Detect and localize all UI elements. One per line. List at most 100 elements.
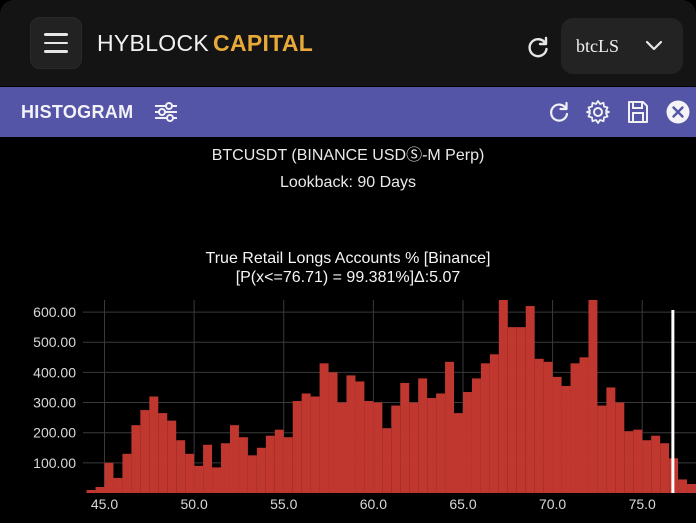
y-tick-label: 400.00 bbox=[33, 364, 76, 380]
histogram-bar bbox=[364, 401, 374, 493]
histogram-bar bbox=[507, 327, 517, 493]
histogram-chart: 100.00 200.00 300.00 400.00 500.00 600.00 45.… bbox=[33, 300, 696, 512]
histogram-bar bbox=[104, 462, 114, 493]
x-tick-label: 60.0 bbox=[360, 496, 387, 512]
y-tick-label: 200.00 bbox=[33, 425, 76, 441]
histogram-bar bbox=[355, 381, 365, 493]
histogram-bar bbox=[445, 361, 455, 493]
histogram-bar bbox=[319, 363, 329, 493]
histogram-bar bbox=[687, 483, 696, 493]
panel-title: HISTOGRAM bbox=[21, 102, 134, 122]
histogram-bar bbox=[86, 489, 96, 493]
brand-logo[interactable]: HYBLOCK CAPITAL bbox=[97, 30, 313, 57]
logo-text-capital: CAPITAL bbox=[213, 30, 314, 56]
histogram-bar bbox=[489, 354, 499, 493]
histogram-bar bbox=[122, 453, 132, 493]
histogram-bar bbox=[516, 327, 526, 493]
menu-line bbox=[44, 33, 68, 36]
histogram-bar bbox=[212, 467, 222, 493]
histogram-bar bbox=[561, 385, 571, 493]
histogram-bar bbox=[131, 425, 141, 493]
histogram-bar bbox=[570, 363, 580, 493]
lookback-label: Lookback: 90 Days bbox=[279, 174, 417, 191]
histogram-bar bbox=[337, 402, 347, 493]
hamburger-menu-button[interactable] bbox=[30, 17, 82, 69]
histogram-bar bbox=[651, 435, 661, 493]
histogram-bar bbox=[256, 447, 266, 493]
histogram-bar bbox=[409, 402, 419, 493]
histogram-bar bbox=[534, 358, 544, 493]
reload-chart-icon[interactable] bbox=[546, 99, 572, 125]
refresh-icon[interactable] bbox=[524, 33, 552, 61]
close-icon[interactable] bbox=[665, 99, 691, 125]
histogram-bar bbox=[229, 425, 239, 493]
histogram-bar bbox=[346, 375, 356, 493]
y-tick-label: 600.00 bbox=[33, 304, 76, 320]
chart-bars bbox=[86, 300, 696, 493]
histogram-bar bbox=[436, 393, 446, 493]
histogram-bar bbox=[292, 401, 302, 493]
histogram-bar bbox=[221, 443, 230, 493]
x-tick-label: 55.0 bbox=[270, 496, 297, 512]
histogram-bar bbox=[633, 429, 643, 493]
histogram-bar bbox=[480, 363, 490, 493]
histogram-bar bbox=[382, 428, 392, 493]
histogram-bar bbox=[158, 413, 168, 493]
histogram-bar bbox=[678, 479, 688, 493]
histogram-bar bbox=[615, 402, 625, 493]
histogram-bar bbox=[283, 437, 293, 493]
histogram-bar bbox=[301, 393, 311, 493]
menu-line bbox=[44, 41, 68, 45]
x-tick-label: 65.0 bbox=[449, 496, 476, 512]
menu-line bbox=[44, 50, 68, 53]
histogram-bar bbox=[113, 477, 123, 493]
sliders-icon[interactable] bbox=[153, 99, 179, 125]
chart-probability-line: [P(x<=76.71) = 99.381%]Δ:5.07 bbox=[235, 269, 461, 286]
x-axis-ticks: 45.0 50.0 55.0 60.0 65.0 70.0 75.0 bbox=[91, 496, 656, 512]
pair-label: BTCUSDT (BINANCE USDⓈ-M Perp) bbox=[211, 147, 485, 164]
histogram-panel-header: HISTOGRAM bbox=[0, 87, 696, 137]
chart-title: True Retail Longs Accounts % [Binance] bbox=[205, 250, 491, 267]
y-tick-label: 300.00 bbox=[33, 395, 76, 411]
histogram-bar bbox=[418, 378, 428, 493]
save-icon[interactable] bbox=[625, 99, 651, 125]
histogram-bar bbox=[95, 486, 105, 493]
histogram-bar bbox=[167, 420, 177, 493]
top-navbar: HYBLOCK CAPITAL btcLS bbox=[0, 0, 696, 86]
y-tick-label: 500.00 bbox=[33, 334, 76, 350]
histogram-bar bbox=[624, 431, 634, 493]
histogram-bar bbox=[140, 410, 150, 493]
histogram-bar bbox=[391, 405, 401, 493]
histogram-bar bbox=[579, 357, 589, 493]
histogram-bar bbox=[588, 300, 598, 493]
histogram-bar bbox=[454, 413, 463, 493]
histogram-bar bbox=[400, 382, 410, 493]
logo-text-hyblock: HYBLOCK bbox=[97, 30, 210, 56]
histogram-bar bbox=[176, 440, 186, 493]
histogram-bar bbox=[149, 396, 159, 493]
histogram-bar bbox=[462, 391, 472, 493]
histogram-bar bbox=[194, 465, 204, 493]
gear-icon[interactable] bbox=[585, 99, 611, 125]
account-select-value: btcLS bbox=[576, 36, 619, 56]
x-tick-label: 75.0 bbox=[629, 496, 656, 512]
histogram-bar bbox=[328, 372, 338, 493]
histogram-bar bbox=[427, 398, 437, 493]
histogram-bar bbox=[543, 361, 553, 493]
x-tick-label: 70.0 bbox=[539, 496, 566, 512]
x-tick-label: 45.0 bbox=[91, 496, 118, 512]
y-axis-ticks: 100.00 200.00 300.00 400.00 500.00 600.00 bbox=[33, 304, 76, 471]
y-tick-label: 100.00 bbox=[33, 455, 76, 471]
histogram-bar bbox=[185, 453, 195, 493]
histogram-bar bbox=[552, 376, 562, 493]
histogram-bar bbox=[471, 378, 481, 493]
x-tick-label: 50.0 bbox=[181, 496, 208, 512]
histogram-bar bbox=[373, 402, 383, 493]
chevron-down-icon bbox=[645, 40, 663, 51]
histogram-bar bbox=[597, 405, 607, 493]
histogram-bar bbox=[238, 437, 248, 493]
histogram-bar bbox=[247, 455, 257, 493]
histogram-bar bbox=[606, 387, 616, 493]
histogram-bar bbox=[265, 435, 275, 493]
account-select[interactable]: btcLS bbox=[561, 18, 683, 74]
